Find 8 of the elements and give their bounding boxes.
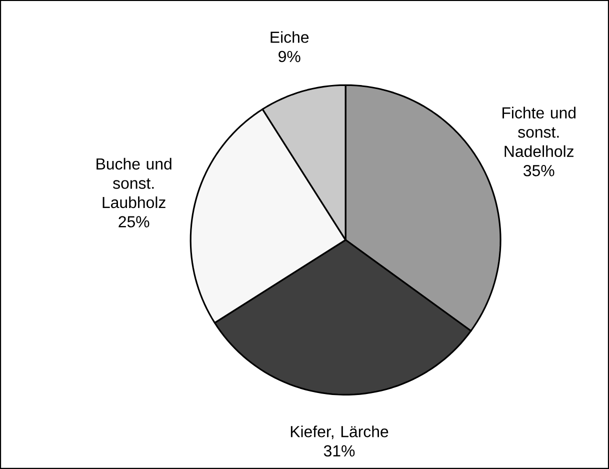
slice-label: Kiefer, Lärche: [290, 426, 388, 440]
data-label: 25%: [118, 216, 150, 228]
data-label: 35%: [524, 165, 554, 176]
slice-label: Buche und sonst. Laubholz: [96, 158, 172, 208]
slice-label: Fichte und sonst. Nadelholz: [502, 106, 576, 158]
slice-label: Eiche: [270, 31, 309, 43]
data-label: 9%: [278, 50, 300, 62]
data-label: 31%: [324, 445, 355, 457]
